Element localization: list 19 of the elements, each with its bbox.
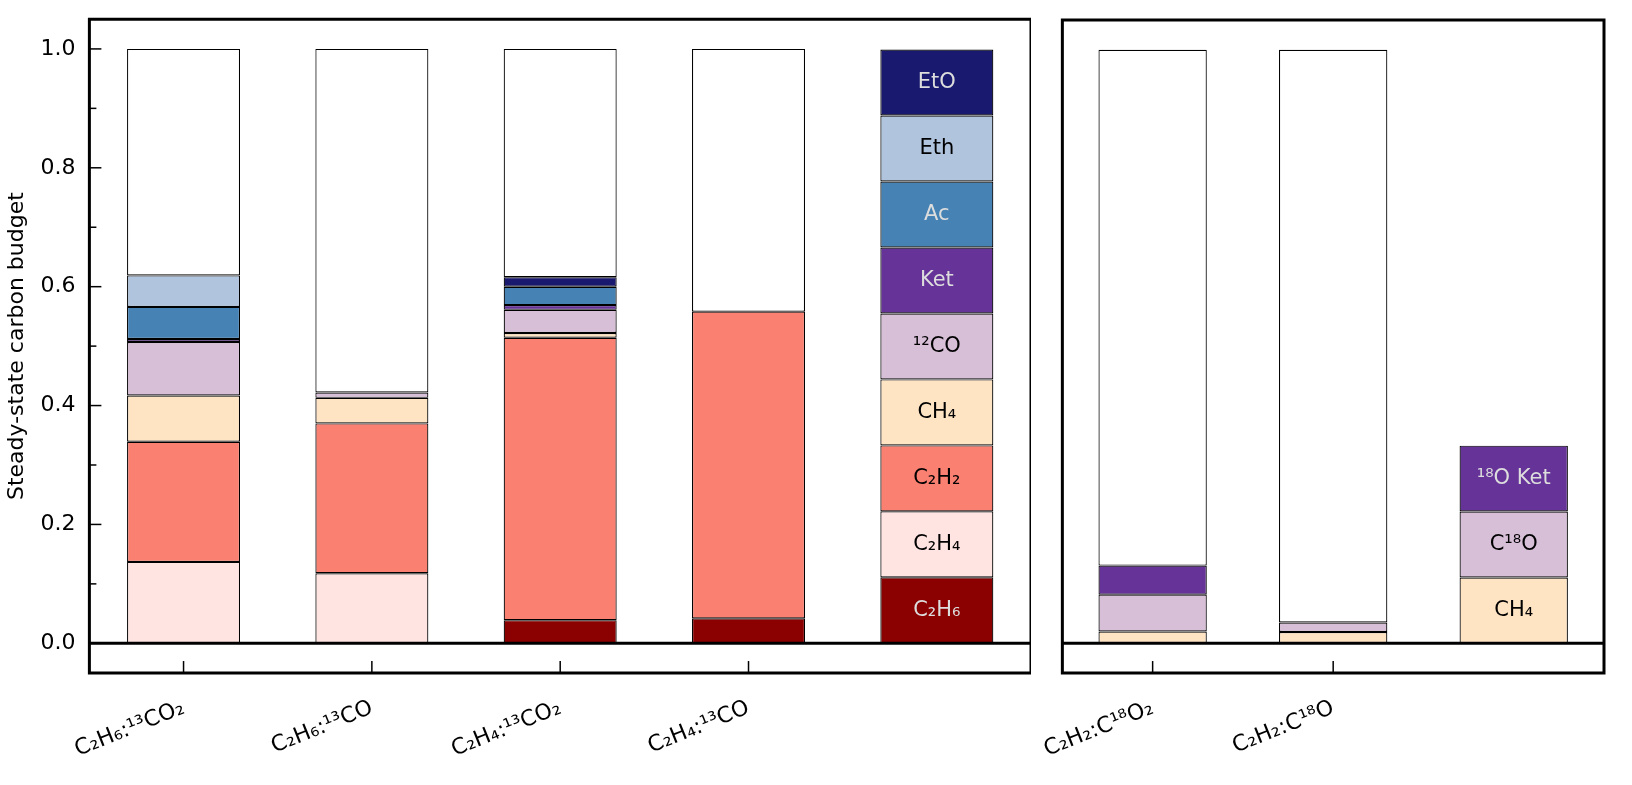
series-label: ¹²CO bbox=[912, 332, 961, 357]
series-label: C₂H₂ bbox=[913, 464, 961, 489]
y-tick-label: 0.2 bbox=[40, 510, 76, 536]
series-label: Eth bbox=[919, 134, 955, 159]
y-axis-title: Steady-state carbon budget bbox=[2, 191, 28, 501]
series-label: Ac bbox=[924, 200, 950, 225]
series-label: Ket bbox=[919, 266, 954, 291]
series-label: C₂H₄ bbox=[913, 530, 961, 555]
series-label: EtO bbox=[917, 68, 956, 93]
series-label: C¹⁸O bbox=[1489, 530, 1538, 555]
y-tick-label: 0.6 bbox=[40, 272, 76, 298]
series-label: ¹⁸O Ket bbox=[1476, 465, 1551, 490]
series-label: C₂H₆ bbox=[913, 596, 961, 621]
y-tick-label: 1.0 bbox=[40, 34, 76, 60]
series-label: CH₄ bbox=[917, 398, 957, 423]
y-tick-label: 0.0 bbox=[40, 629, 76, 655]
series-label: CH₄ bbox=[1494, 596, 1534, 621]
y-tick-label: 0.8 bbox=[40, 153, 76, 179]
y-tick-label: 0.4 bbox=[40, 391, 76, 417]
